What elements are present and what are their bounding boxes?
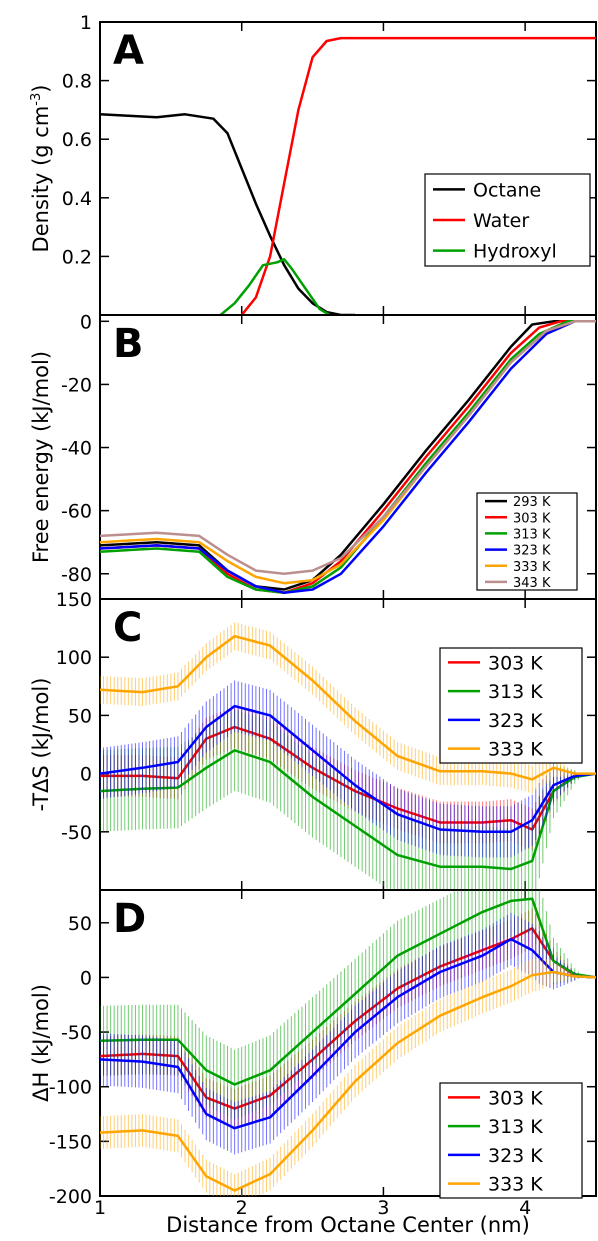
y-tick-label: 50 xyxy=(68,705,92,727)
y-tick-label: -80 xyxy=(61,564,92,586)
legend-label: 323 K xyxy=(488,710,543,732)
legend-label: 333 K xyxy=(513,560,551,575)
y-tick-label: 1 xyxy=(80,12,92,34)
y-tick-label: 150 xyxy=(56,589,92,611)
y-tick-label: -150 xyxy=(49,1131,92,1153)
panel-letter: A xyxy=(113,28,144,74)
series-line-323k xyxy=(100,704,596,834)
y-axis-label: ΔH (kJ/mol) xyxy=(29,984,53,1102)
y-tick-label: 50 xyxy=(68,913,92,935)
y-tick-label: -40 xyxy=(61,438,92,460)
legend-label: 313 K xyxy=(488,681,543,703)
plot-area xyxy=(100,320,596,594)
y-tick-label: 0.6 xyxy=(62,129,92,151)
legend-label: Water xyxy=(473,210,529,232)
y-tick-label: -100 xyxy=(49,1077,92,1099)
plot-area xyxy=(100,890,596,1196)
y-tick-label: 0 xyxy=(80,311,92,333)
series-line-313k xyxy=(100,897,596,1086)
series-line-333k xyxy=(100,634,596,781)
y-axis-label-exponent: -3 xyxy=(29,93,44,106)
y-axis-label: Density (g cm-3) xyxy=(29,85,53,253)
y-tick-label: -60 xyxy=(61,501,92,523)
legend-box xyxy=(439,1082,583,1199)
y-tick-label: -50 xyxy=(61,1022,92,1044)
series-line-313k xyxy=(100,320,596,594)
y-axis-label: Free energy (kJ/mol) xyxy=(29,351,53,563)
y-tick-label: 0 xyxy=(80,967,92,989)
legend-label: 303 K xyxy=(513,511,551,526)
panel-letter: D xyxy=(113,896,146,942)
legend-label: 323 K xyxy=(513,544,551,559)
legend-label: 313 K xyxy=(488,1116,543,1138)
legend-label: Hydroxyl xyxy=(473,241,557,263)
legend-box xyxy=(476,492,578,591)
x-tick-label: 4 xyxy=(519,1197,531,1219)
panel-letter: C xyxy=(113,605,142,651)
y-tick-label: 0.4 xyxy=(62,188,92,210)
y-tick-label: 0 xyxy=(80,764,92,786)
panel-a: 0.2 0.4 0.6 0.8 1A Density (g cm-3) Octane Wate… xyxy=(29,12,597,316)
legend: 303 K 313 K 323 K 333 K xyxy=(439,647,583,764)
legend-box xyxy=(439,647,583,764)
y-axis-label-close: ) xyxy=(29,85,53,93)
chart-panels: 0.2 0.4 0.6 0.8 1A Density (g cm-3) Octane Wate… xyxy=(29,12,597,1208)
legend-label: 303 K xyxy=(488,1087,543,1109)
legend-label: 303 K xyxy=(488,652,543,674)
y-tick-label: 0.8 xyxy=(62,71,92,93)
legend-label: 323 K xyxy=(488,1145,543,1167)
series-line-octane xyxy=(100,113,356,315)
series-line-293k xyxy=(100,320,596,591)
plot-area xyxy=(100,622,596,890)
series-line-323k xyxy=(100,320,596,594)
y-tick-label: -50 xyxy=(61,822,92,844)
y-axis-label: -TΔS (kJ/mol) xyxy=(29,678,53,812)
y-tick-label: 100 xyxy=(56,647,92,669)
y-tick-label: 0.2 xyxy=(62,246,92,268)
legend: 303 K 313 K 323 K 333 K xyxy=(439,1082,583,1199)
series-line-water xyxy=(240,36,596,315)
legend-label: 333 K xyxy=(488,1174,543,1196)
series-line-333k xyxy=(100,970,596,1192)
x-tick-label: 1 xyxy=(94,1197,106,1219)
legend: Octane Water Hydroxyl xyxy=(424,173,591,267)
y-tick-label: -200 xyxy=(49,1186,92,1208)
series-line-343k xyxy=(100,320,596,576)
panel-c: -50 0 50 100 150 C -TΔS (kJ/mol) 303 K 313 K 323 … xyxy=(29,589,597,891)
legend-label: Octane xyxy=(473,179,541,201)
x-tick-label: 3 xyxy=(377,1197,389,1219)
legend-label: 313 K xyxy=(513,527,551,542)
x-axis-label: Distance from Octane Center (nm) xyxy=(166,1213,530,1237)
panel-letter: B xyxy=(113,321,144,367)
series-line-hydroxyl xyxy=(219,258,331,315)
panel-d: -200 -150 -100 -50 0 50 D ΔH (kJ/mol) 303 K 313 K… xyxy=(29,889,597,1208)
legend-label: 293 K xyxy=(513,495,551,510)
plot-area xyxy=(100,36,596,315)
legend-label: 333 K xyxy=(488,739,543,761)
plot-frame xyxy=(99,21,597,316)
x-tick-label: 2 xyxy=(236,1197,248,1219)
y-tick-label: -20 xyxy=(61,374,92,396)
legend-label: 343 K xyxy=(513,576,551,591)
